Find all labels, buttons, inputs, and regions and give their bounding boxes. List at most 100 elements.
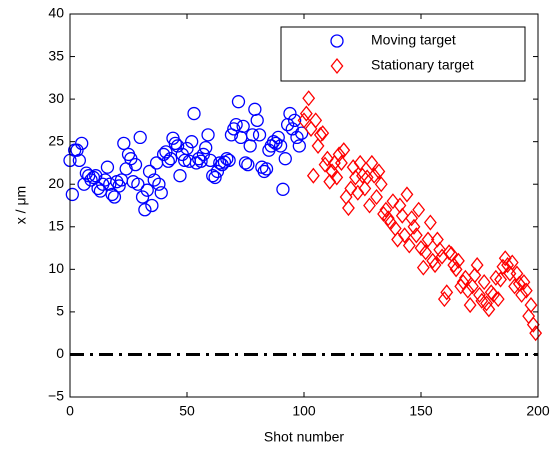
- circle-marker: [145, 198, 159, 213]
- circle-marker: [152, 177, 166, 191]
- diamond-marker: [402, 237, 416, 254]
- circle-marker: [201, 128, 215, 142]
- y-tick-label: 5: [56, 303, 64, 319]
- circle-marker: [107, 190, 122, 204]
- diamond-marker: [468, 267, 482, 284]
- circle-marker: [159, 145, 173, 159]
- diamond-marker: [356, 167, 369, 184]
- legend-marker: [330, 34, 344, 48]
- circle-marker: [75, 136, 89, 151]
- diamond-marker: [372, 163, 386, 180]
- diamond-marker: [491, 291, 505, 308]
- circle-marker: [91, 181, 105, 196]
- circle-marker: [105, 187, 119, 202]
- diamond-marker: [440, 284, 454, 301]
- circle-marker: [128, 157, 143, 172]
- circle-marker: [70, 143, 84, 157]
- circle-marker: [206, 169, 220, 183]
- diamond-marker: [363, 197, 376, 214]
- circle-marker: [208, 170, 222, 185]
- diamond-marker: [526, 316, 540, 333]
- circle-marker: [283, 106, 297, 121]
- diamond-marker: [379, 201, 393, 218]
- y-tick-label: 15: [48, 217, 64, 233]
- diamond-marker: [299, 105, 313, 122]
- diamond-marker: [524, 297, 538, 314]
- y-tick-label: 0: [56, 345, 64, 361]
- diamond-marker: [433, 241, 447, 258]
- diamond-marker: [320, 150, 334, 167]
- circle-marker: [203, 153, 218, 168]
- diamond-marker: [519, 282, 533, 299]
- circle-marker: [65, 187, 79, 202]
- circle-marker: [154, 186, 168, 200]
- circle-marker: [266, 135, 281, 149]
- circle-marker: [229, 117, 243, 132]
- diamond-marker: [370, 188, 383, 206]
- circle-marker: [140, 183, 154, 197]
- x-tick-label: 200: [526, 403, 550, 419]
- circle-marker: [79, 166, 94, 180]
- y-axis-label: x / μm: [13, 186, 29, 224]
- circle-marker: [131, 177, 145, 191]
- diamond-marker: [419, 244, 433, 261]
- diamond-marker: [412, 201, 426, 218]
- circle-marker: [250, 113, 264, 128]
- y-tick-label: 40: [48, 5, 64, 21]
- circle-marker: [117, 136, 131, 151]
- x-tick-label: 0: [66, 403, 74, 419]
- diamond-marker: [517, 274, 531, 291]
- diamond-marker: [398, 227, 412, 244]
- diamond-marker: [421, 231, 435, 248]
- circle-marker: [236, 119, 250, 133]
- circle-marker: [220, 152, 234, 166]
- diamond-marker: [423, 214, 437, 231]
- y-tick-label: 10: [48, 260, 64, 276]
- diamond-marker: [409, 227, 423, 244]
- circle-marker: [241, 157, 255, 172]
- y-tick-label: 20: [48, 175, 64, 191]
- circle-marker: [180, 141, 194, 156]
- diamond-marker: [400, 186, 414, 203]
- x-axis-label: Shot number: [264, 429, 344, 445]
- diamond-marker: [353, 154, 367, 171]
- diamond-marker: [461, 282, 475, 299]
- diamond-marker: [365, 154, 379, 171]
- circle-marker: [276, 182, 290, 196]
- diamond-marker: [498, 250, 512, 267]
- y-tick-label: 25: [48, 132, 64, 148]
- legend-marker: [330, 57, 344, 75]
- diamond-marker: [332, 146, 346, 163]
- circle-marker: [271, 130, 285, 145]
- diamond-marker: [473, 286, 486, 303]
- diamond-marker: [316, 125, 330, 142]
- circle-marker: [238, 156, 253, 170]
- diamond-marker: [407, 218, 421, 235]
- circle-marker: [168, 136, 182, 151]
- diamond-marker: [508, 278, 522, 295]
- diamond-marker: [470, 257, 484, 274]
- x-tick-label: 150: [409, 403, 433, 419]
- diamond-marker: [342, 200, 355, 217]
- diamond-marker: [463, 297, 477, 314]
- diamond-marker: [529, 325, 543, 342]
- diamond-marker: [515, 286, 529, 303]
- circle-marker: [84, 173, 98, 187]
- circle-marker: [290, 130, 304, 145]
- x-tick-label: 50: [179, 403, 195, 419]
- diamond-marker: [405, 210, 419, 227]
- diamond-marker: [311, 137, 325, 154]
- diamond-marker: [426, 252, 440, 269]
- circle-marker: [72, 153, 87, 168]
- diamond-marker: [381, 210, 395, 227]
- diamond-marker: [358, 180, 372, 197]
- circle-marker: [222, 153, 236, 168]
- diamond-marker: [489, 269, 503, 286]
- x-tick-label: 100: [292, 403, 316, 419]
- diamond-marker: [386, 193, 400, 210]
- legend-label: Stationary target: [371, 57, 474, 73]
- diamond-marker: [306, 167, 320, 184]
- circle-marker: [170, 139, 185, 153]
- diamond-marker: [344, 180, 358, 197]
- diamond-marker: [313, 126, 327, 143]
